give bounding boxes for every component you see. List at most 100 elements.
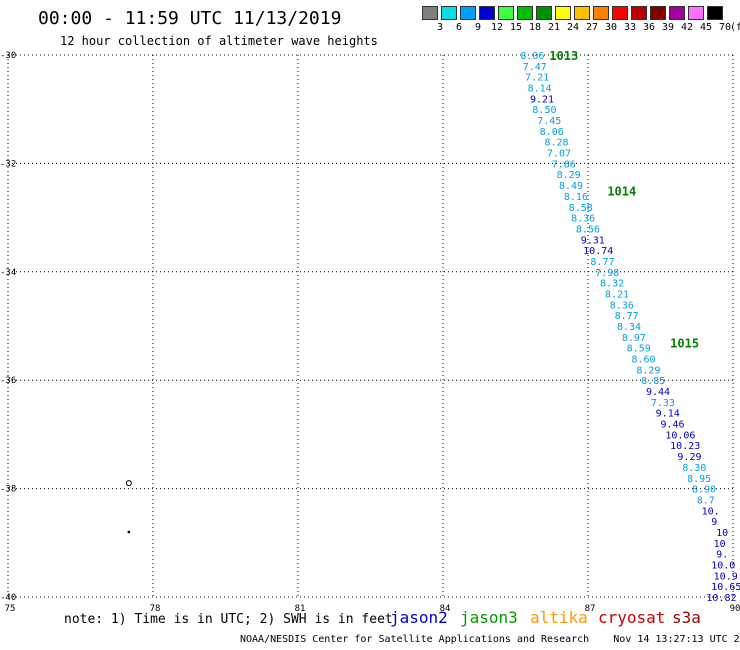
satellite-jason3: jason3 (460, 608, 518, 627)
wave-height-label: 7.21 (525, 73, 549, 84)
legend-label: 18 (528, 22, 542, 33)
wave-height-label: 7.33 (651, 398, 675, 409)
track-time-label: 1015 (670, 336, 699, 350)
wave-height-label: 8.60 (632, 355, 656, 366)
wave-height-label: 8.34 (617, 322, 641, 333)
legend-swatch (555, 6, 571, 20)
wave-height-label: 8.32 (600, 279, 624, 290)
wave-height-label: 8.28 (545, 138, 569, 149)
legend-label: 3 (436, 22, 444, 33)
x-tick-label: 90 (730, 604, 740, 614)
legend-swatch (612, 6, 628, 20)
wave-height-label: 10 (714, 539, 726, 550)
satellite-jason2: jason2 (390, 608, 448, 627)
legend-label: 6 (455, 22, 463, 33)
legend-swatch (536, 6, 552, 20)
legend-label: 30 (604, 22, 618, 33)
wave-height-label: 8.7 (697, 495, 715, 506)
wave-height-label: 10.74 (583, 246, 613, 257)
y-tick-label: -34 (0, 268, 16, 278)
legend-swatch (688, 6, 704, 20)
wave-height-label: 8.29 (636, 365, 660, 376)
wave-height-label: 8.59 (627, 344, 651, 355)
legend-swatch (479, 6, 495, 20)
legend-label: 42 (680, 22, 694, 33)
satellite-cryosat: cryosat (598, 608, 666, 627)
legend-swatch (422, 6, 438, 20)
x-tick-label: 81 (295, 604, 306, 614)
wave-height-label: 10 (716, 528, 728, 539)
wave-height-label: 9 (711, 517, 717, 528)
wave-height-label: 7.98 (595, 268, 619, 279)
wave-height-label: 8.14 (528, 84, 552, 95)
legend-swatch (498, 6, 514, 20)
marker-circle (125, 480, 132, 487)
legend-label: 36 (642, 22, 656, 33)
legend-label: 15 (509, 22, 523, 33)
x-tick-label: 84 (440, 604, 451, 614)
wave-height-label: 8.06 (540, 127, 564, 138)
y-tick-label: -40 (0, 593, 16, 603)
wave-height-label: 10.06 (665, 430, 695, 441)
legend-label: 24 (566, 22, 580, 33)
legend-swatch (517, 6, 533, 20)
wave-height-label: 8.56 (576, 224, 600, 235)
legend-label: 33 (623, 22, 637, 33)
wave-height-label: 10.23 (670, 441, 700, 452)
legend-label: 12 (490, 22, 504, 33)
wave-height-label: 8.21 (605, 289, 629, 300)
wave-height-label: 8.77 (615, 311, 639, 322)
wave-height-label: 7.45 (537, 116, 561, 127)
legend-label: 9 (474, 22, 482, 33)
wave-height-label: 8.06 (520, 51, 544, 62)
footer-note: note: 1) Time is in UTC; 2) SWH is in fe… (64, 612, 393, 627)
wave-height-label: 8.50 (532, 105, 556, 116)
track-time-label: 1013 (549, 49, 578, 63)
wave-height-label: 8.36 (571, 214, 595, 225)
legend-label: 21 (547, 22, 561, 33)
wave-height-label: 8.30 (682, 463, 706, 474)
wave-height-label: 10. (702, 506, 720, 517)
legend-label: 39 (661, 22, 675, 33)
legend-swatch (574, 6, 590, 20)
legend-swatch (593, 6, 609, 20)
wave-height-label: 8.29 (557, 170, 581, 181)
legend-swatch (441, 6, 457, 20)
wave-height-label: 9.29 (677, 452, 701, 463)
wave-height-label: 7.86 (552, 159, 576, 170)
chart-title: 00:00 - 11:59 UTC 11/13/2019 (38, 8, 342, 29)
x-tick-label: 78 (150, 604, 161, 614)
track-time-label: 1014 (607, 185, 636, 199)
wave-height-label: 8.97 (622, 333, 646, 344)
legend-label: 27 (585, 22, 599, 33)
y-tick-label: -30 (0, 51, 16, 61)
wave-height-label: 10.65 (711, 582, 740, 593)
wave-height-label: 9.46 (661, 420, 685, 431)
wave-height-label: 9.44 (646, 387, 670, 398)
legend-swatch (631, 6, 647, 20)
marker-dot (127, 530, 131, 534)
wave-height-label: 9.31 (581, 235, 605, 246)
legend-label: 45 (699, 22, 713, 33)
legend-swatch (669, 6, 685, 20)
wave-height-label: 10.0 (711, 560, 735, 571)
wave-height-label: 8.90 (692, 485, 716, 496)
wave-height-label: 9.21 (530, 94, 554, 105)
wave-height-label: 8.95 (687, 474, 711, 485)
x-tick-label: 75 (5, 604, 16, 614)
legend-swatch (460, 6, 476, 20)
wave-height-label: 7.47 (523, 62, 547, 73)
wave-height-label: 9. (716, 550, 728, 561)
wave-height-label: 10.9 (714, 571, 738, 582)
y-tick-label: -38 (0, 485, 16, 495)
wave-height-label: 8.58 (569, 203, 593, 214)
y-tick-label: -36 (0, 376, 16, 386)
satellite-altika: altika (530, 608, 588, 627)
satellite-s3a: s3a (672, 608, 701, 627)
chart-subtitle: 12 hour collection of altimeter wave hei… (60, 34, 378, 48)
y-tick-label: -32 (0, 159, 16, 169)
legend-unit: (ft) (730, 22, 740, 33)
credit-line: NOAA/NESDIS Center for Satellite Applica… (240, 634, 740, 645)
legend-label: 70 (718, 22, 732, 33)
